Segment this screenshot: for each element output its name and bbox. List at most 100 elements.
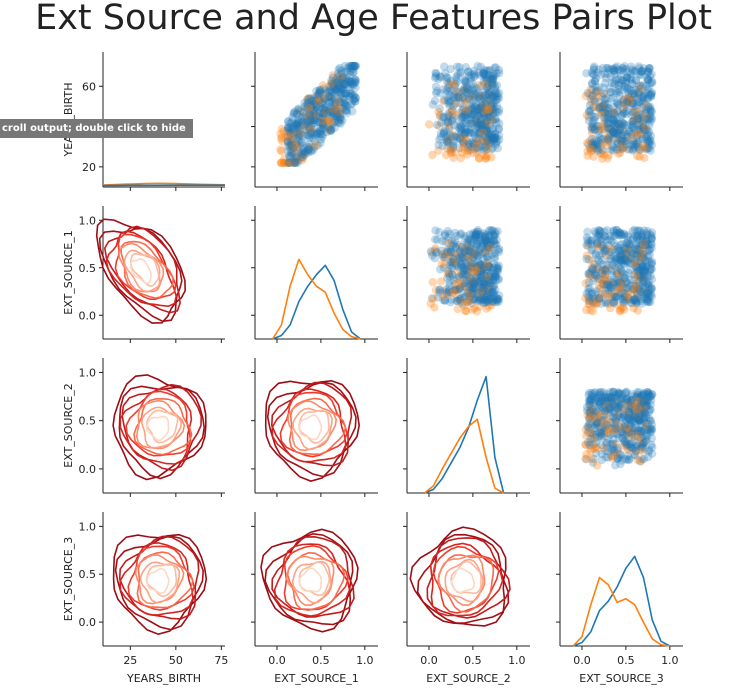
scatter-point (589, 70, 598, 80)
scatter-point (297, 153, 306, 162)
scatter-point (487, 153, 496, 162)
scatter-point (449, 258, 458, 267)
scatter-point (626, 423, 635, 432)
kde-ext_source_1-vs-years_birth (95, 218, 187, 324)
scatter-point (635, 246, 645, 255)
scatter-point (597, 397, 606, 406)
scatter-point (464, 139, 474, 149)
scatter-point (455, 143, 464, 153)
scatter-point (622, 140, 631, 149)
scatter-point (582, 240, 591, 250)
scatter-point (641, 263, 651, 272)
scatter-point (476, 270, 486, 280)
y-tick-label: 60 (82, 80, 96, 93)
scatter-point (482, 116, 492, 125)
scatter-point (643, 425, 653, 435)
scatter-point (485, 90, 494, 100)
scatter-point (452, 285, 461, 294)
scatter-point (590, 444, 599, 453)
panel-ext_source_1-vs-years_birth: 0.00.51.0 (79, 206, 225, 343)
scatter-point (635, 235, 645, 244)
scatter-point (627, 247, 637, 256)
scatter-point (320, 94, 329, 103)
scatter-point (454, 93, 463, 102)
scatter-point (586, 143, 595, 153)
scatter-point (619, 297, 628, 306)
scatter-point (622, 102, 631, 111)
scatter-point (608, 107, 618, 116)
scatter-point (603, 138, 612, 147)
scatter-point (477, 81, 486, 91)
scatter-point (616, 459, 625, 469)
scatter-point (479, 278, 488, 288)
scatter-point (316, 138, 325, 148)
scatter-point (638, 96, 647, 105)
scatter-point (485, 267, 494, 277)
scatter-point (494, 125, 503, 134)
scatter-point (603, 299, 612, 308)
scatter-point (315, 96, 324, 105)
scatter-point (598, 279, 607, 289)
scatter-point (488, 100, 497, 109)
scatter-point (638, 92, 648, 101)
scatter-point (644, 389, 653, 398)
scatter-point (476, 129, 485, 138)
scatter-point (609, 127, 618, 136)
scatter-point (475, 128, 484, 137)
scatter-point (441, 237, 450, 247)
kde-contour (119, 388, 193, 465)
scatter-point (617, 456, 627, 465)
scatter-point (640, 409, 650, 418)
scatter-point (588, 91, 597, 100)
scatter-point (316, 130, 326, 139)
scatter-point (604, 240, 613, 250)
scatter-point (463, 265, 473, 275)
scatter-point (283, 158, 292, 167)
scatter-ext_source_1-vs-ext_source_2 (426, 226, 504, 316)
scatter-point (615, 125, 624, 134)
scatter-point (588, 118, 598, 127)
scatter-point (470, 277, 479, 286)
scatter-point (435, 104, 444, 113)
scatter-point (588, 85, 597, 95)
scatter-point (488, 124, 497, 133)
scatter-point (618, 413, 627, 422)
scatter-point (613, 279, 623, 288)
scatter-point (604, 292, 613, 301)
scatter-point (644, 407, 654, 417)
scatter-point (315, 88, 324, 97)
scatter-point (640, 444, 649, 454)
scatter-point (646, 146, 655, 155)
scatter-point (623, 451, 633, 461)
scatter-point (605, 131, 614, 140)
scatter-point (490, 63, 499, 72)
scatter-point (636, 433, 645, 443)
scatter-point (638, 408, 647, 418)
scroll-output-tooltip[interactable]: croll output; double click to hide (0, 119, 193, 138)
scatter-point (444, 233, 453, 242)
scatter-point (587, 78, 597, 88)
scatter-point (643, 67, 653, 76)
scatter-point (607, 293, 617, 302)
scatter-point (459, 139, 468, 149)
scatter-point (491, 272, 501, 281)
scatter-point (633, 151, 642, 161)
scatter-point (614, 81, 623, 90)
scatter-point (449, 286, 459, 295)
scatter-point (647, 284, 656, 293)
scatter-point (619, 259, 629, 268)
scatter-point (463, 241, 472, 251)
scatter-point (600, 400, 609, 410)
scatter-point (595, 138, 605, 147)
scatter-point (285, 124, 294, 133)
scatter-point (284, 122, 293, 132)
scatter-point (451, 98, 461, 108)
scatter-point (593, 68, 602, 78)
scatter-point (446, 107, 455, 117)
kde-contour (114, 535, 205, 631)
scatter-point (296, 121, 305, 130)
scatter-point (607, 114, 616, 124)
scatter-point (295, 155, 304, 164)
kde-contour (123, 249, 161, 293)
scatter-point (583, 147, 592, 156)
